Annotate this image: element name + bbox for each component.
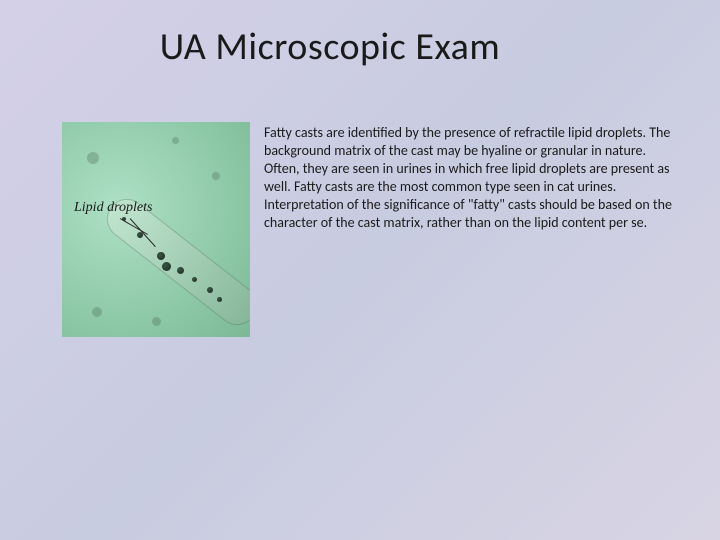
lipid-droplet: [207, 287, 213, 293]
lipid-droplet: [177, 267, 184, 274]
lipid-droplet: [192, 277, 197, 282]
bg-particle: [87, 152, 99, 164]
microscopy-image: Lipid droplets: [62, 122, 250, 337]
bg-particle: [152, 317, 161, 326]
image-annotation-label: Lipid droplets: [74, 200, 152, 216]
body-text: Fatty casts are identified by the presen…: [264, 122, 678, 231]
lipid-droplet: [217, 297, 222, 302]
lipid-droplet: [162, 262, 171, 271]
bg-particle: [92, 307, 102, 317]
slide-title: UA Microscopic Exam: [0, 0, 720, 70]
lipid-droplet: [157, 252, 165, 260]
content-area: Lipid droplets Fatty casts are identifie…: [0, 122, 720, 337]
bg-particle: [212, 172, 220, 180]
bg-particle: [172, 137, 179, 144]
